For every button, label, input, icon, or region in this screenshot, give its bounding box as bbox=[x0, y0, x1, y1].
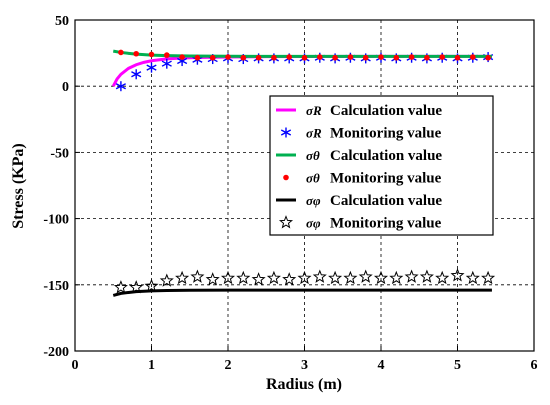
series-5-point bbox=[358, 269, 373, 283]
series-3-point bbox=[164, 52, 170, 58]
series-3-point bbox=[271, 54, 277, 61]
series-5-point bbox=[113, 280, 128, 294]
series-3-point bbox=[225, 54, 231, 60]
series-5-point bbox=[220, 270, 236, 285]
series-3-point bbox=[362, 54, 369, 61]
series-5-point bbox=[251, 272, 266, 286]
series-3-point bbox=[439, 54, 446, 60]
series-5-point bbox=[389, 270, 404, 285]
series-3-point bbox=[332, 54, 338, 61]
series-3-point bbox=[286, 54, 293, 60]
legend-symbol-1: σR bbox=[306, 126, 322, 141]
legend-swatch-3 bbox=[283, 174, 289, 181]
legend-label-1: Monitoring value bbox=[330, 126, 442, 142]
y-tick-label: -50 bbox=[50, 146, 69, 161]
series-5-point bbox=[282, 272, 297, 286]
y-tick-label: -150 bbox=[43, 279, 69, 294]
series-5-point bbox=[450, 268, 465, 282]
series-5-point bbox=[129, 280, 144, 294]
legend-swatch-1 bbox=[280, 127, 292, 138]
series-5-point bbox=[144, 278, 159, 293]
series-3-point bbox=[179, 54, 185, 60]
series-5-point bbox=[312, 269, 327, 283]
x-tick-label: 4 bbox=[378, 358, 385, 373]
series-3-point bbox=[118, 49, 124, 56]
x-tick-label: 3 bbox=[301, 358, 308, 373]
series-5-point bbox=[190, 269, 205, 283]
series-3-point bbox=[454, 54, 461, 61]
series-5-point bbox=[465, 270, 480, 285]
series-3-point bbox=[408, 54, 415, 60]
series-5-point bbox=[205, 272, 220, 286]
x-tick-label: 1 bbox=[148, 358, 155, 373]
series-3-point bbox=[485, 54, 491, 61]
series-layer bbox=[111, 49, 496, 297]
series-1-point bbox=[146, 62, 157, 73]
series-5-point bbox=[404, 269, 419, 283]
x-axis-label: Radius (m) bbox=[266, 376, 342, 393]
legend-symbol-2: σθ bbox=[306, 148, 320, 163]
series-3-point bbox=[424, 54, 430, 61]
legend-symbol-4: σφ bbox=[306, 193, 321, 208]
series-3-point bbox=[255, 54, 262, 61]
series-3-point bbox=[148, 51, 155, 58]
y-tick-label: -100 bbox=[43, 213, 69, 228]
series-5-point bbox=[328, 270, 343, 285]
legend-label-3: Monitoring value bbox=[330, 171, 442, 187]
series-1-point bbox=[161, 58, 172, 69]
x-tick-label: 0 bbox=[72, 358, 79, 373]
series-3-point bbox=[194, 54, 201, 61]
y-axis-label: Stress (KPa) bbox=[10, 143, 27, 228]
x-tick-label: 2 bbox=[225, 358, 232, 373]
series-1-point bbox=[131, 69, 142, 80]
legend-symbol-5: σφ bbox=[306, 216, 321, 231]
series-5-point bbox=[266, 270, 281, 285]
series-2-line bbox=[112, 49, 492, 58]
series-5-point bbox=[373, 270, 389, 285]
legend: σR Calculation value σR Monitoring value σθ C… bbox=[269, 95, 494, 236]
series-5-point bbox=[159, 273, 174, 287]
series-5-point bbox=[419, 269, 434, 283]
series-4-line bbox=[112, 288, 492, 297]
legend-box bbox=[269, 95, 494, 236]
y-tick-label: 50 bbox=[55, 14, 69, 29]
legend-label-0: Calculation value bbox=[330, 103, 442, 119]
series-5-point bbox=[435, 270, 450, 285]
series-3-point bbox=[209, 54, 216, 61]
series-3-point bbox=[470, 54, 476, 60]
series-3-point bbox=[301, 54, 308, 61]
series-3-point bbox=[317, 54, 323, 60]
x-tick-label: 5 bbox=[454, 358, 461, 373]
series-3-point bbox=[393, 54, 400, 61]
series-3-point bbox=[378, 54, 384, 60]
legend-label-4: Calculation value bbox=[330, 193, 442, 209]
series-1-point bbox=[115, 81, 126, 92]
y-tick-label: -200 bbox=[43, 345, 69, 360]
legend-swatch-5 bbox=[278, 215, 294, 229]
series-5-point bbox=[236, 270, 251, 285]
legend-label-2: Calculation value bbox=[330, 148, 442, 164]
legend-symbol-0: σR bbox=[306, 103, 322, 118]
x-tick-label: 6 bbox=[531, 358, 538, 373]
legend-symbol-3: σθ bbox=[306, 171, 320, 186]
series-3-point bbox=[347, 54, 354, 60]
series-5-point bbox=[343, 270, 358, 285]
series-3-point bbox=[133, 50, 139, 57]
axis-ticks: 0 1 2 3 4 5 6 50 0 -50 -100 -150 -200 bbox=[43, 14, 537, 373]
series-5-point bbox=[481, 270, 496, 285]
y-tick-label: 0 bbox=[62, 80, 69, 95]
series-5-point bbox=[175, 270, 190, 285]
series-3-point bbox=[240, 54, 247, 61]
series-5-point bbox=[297, 270, 312, 285]
legend-label-5: Monitoring value bbox=[330, 216, 442, 232]
